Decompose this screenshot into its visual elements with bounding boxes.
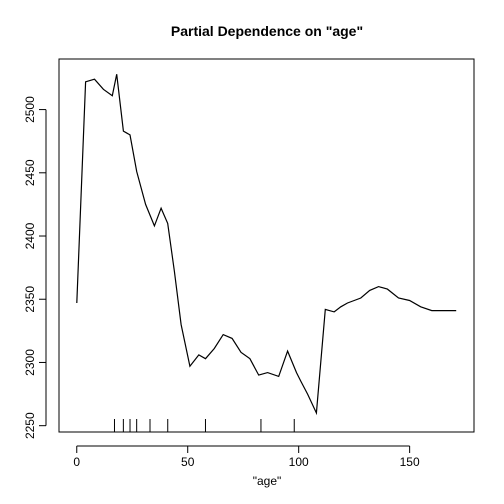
dependence-line: [76, 74, 457, 416]
y-tick-label: 2400: [23, 222, 37, 249]
chart-title: Partial Dependence on "age": [171, 23, 363, 39]
rug-marks: [113, 419, 295, 432]
y-tick-label: 2300: [23, 349, 37, 376]
y-tick-label: 2500: [23, 96, 37, 123]
y-axis-ticks: 2250 2300 2350 2400 2450 2500: [23, 96, 46, 439]
y-tick-label: 2450: [23, 159, 37, 186]
x-tick-label: 0: [73, 455, 80, 469]
y-tick-label: 2250: [23, 412, 37, 439]
plot-frame: [58, 58, 475, 433]
x-tick-label: 150: [400, 455, 420, 469]
x-axis-ticks: 0 50 100 150: [73, 446, 420, 469]
y-tick-label: 2350: [23, 286, 37, 313]
x-axis-label: "age": [253, 474, 282, 488]
x-tick-label: 50: [181, 455, 195, 469]
x-tick-label: 100: [289, 455, 309, 469]
